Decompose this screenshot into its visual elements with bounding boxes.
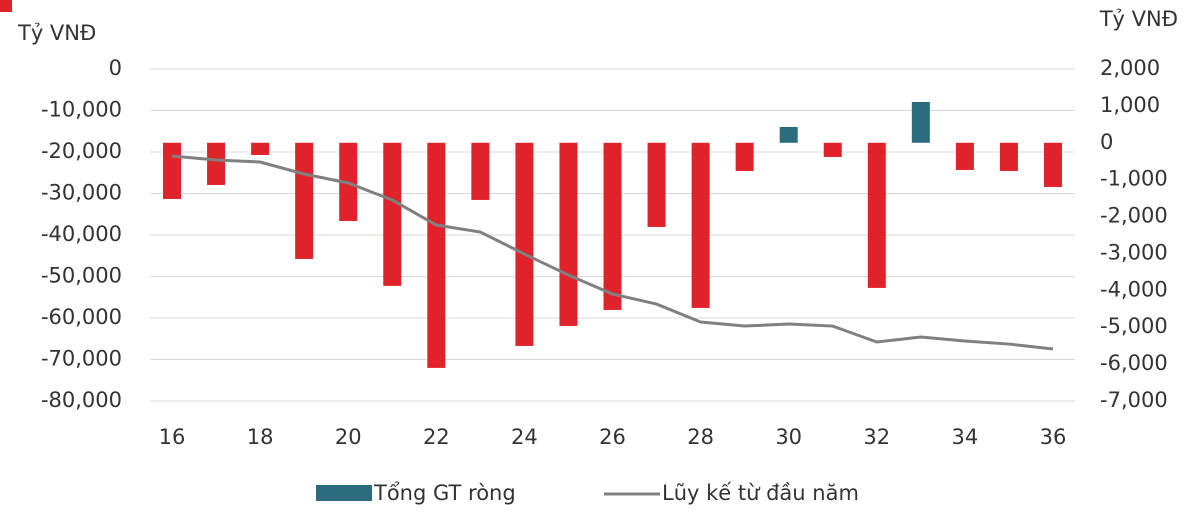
bar: [383, 142, 402, 286]
y2-tick-label: -1,000: [1100, 167, 1168, 191]
x-tick-label: 20: [335, 425, 362, 449]
x-tick-label: 22: [423, 425, 450, 449]
x-tick-label: 32: [863, 425, 890, 449]
bar: [999, 142, 1018, 171]
x-tick-label: 30: [775, 425, 802, 449]
y-tick-label: -40,000: [41, 222, 122, 246]
x-tick-label: 34: [952, 425, 979, 449]
bar: [779, 126, 798, 143]
y2-tick-label: 1,000: [1100, 93, 1160, 117]
bar: [559, 142, 578, 326]
bar: [515, 142, 534, 346]
bar: [603, 142, 622, 310]
y2-tick-label: 0: [1100, 130, 1113, 154]
x-tick-label: 16: [159, 425, 186, 449]
legend-swatch: [316, 485, 372, 501]
y2-tick-label: -5,000: [1100, 314, 1168, 338]
bar: [207, 142, 226, 185]
bar: [163, 142, 182, 199]
bar: [867, 142, 886, 288]
legend-label: Lũy kế từ đầu năm: [662, 481, 859, 505]
bar: [823, 142, 842, 157]
y-tick-label: -20,000: [41, 139, 122, 163]
bar: [295, 142, 314, 259]
x-tick-label: 18: [247, 425, 274, 449]
bar: [251, 142, 270, 155]
y2-tick-label: -6,000: [1100, 351, 1168, 375]
bar: [735, 142, 754, 171]
bar: [427, 142, 446, 368]
y-axis-label: Tỷ VNĐ: [17, 21, 96, 45]
y-tick-label: -60,000: [41, 305, 122, 329]
bar: [1043, 142, 1062, 187]
y2-tick-label: -7,000: [1100, 388, 1168, 412]
y-tick-label: -10,000: [41, 98, 122, 122]
y2-tick-label: -2,000: [1100, 204, 1168, 228]
y-tick-label: -80,000: [41, 388, 122, 412]
bar: [471, 142, 490, 200]
y2-tick-label: 2,000: [1100, 56, 1160, 80]
y2-tick-label: -4,000: [1100, 277, 1168, 301]
y2-tick-label: -3,000: [1100, 240, 1168, 264]
bar: [647, 142, 666, 227]
y-tick-label: -50,000: [41, 264, 122, 288]
y-tick-label: -30,000: [41, 181, 122, 205]
title-icon: [0, 0, 12, 12]
line: [171, 154, 1054, 351]
x-tick-label: 36: [1040, 425, 1067, 449]
x-tick-label: 28: [687, 425, 714, 449]
bar: [955, 142, 974, 170]
y-tick-label: 0: [109, 56, 122, 80]
legend-label: Tổng GT ròng: [373, 481, 516, 505]
bar: [911, 101, 930, 143]
x-tick-label: 24: [511, 425, 538, 449]
x-tick-label: 26: [599, 425, 626, 449]
y-tick-label: -70,000: [41, 347, 122, 371]
y2-axis-label: Tỷ VNĐ: [1099, 7, 1178, 31]
bar: [691, 142, 710, 308]
